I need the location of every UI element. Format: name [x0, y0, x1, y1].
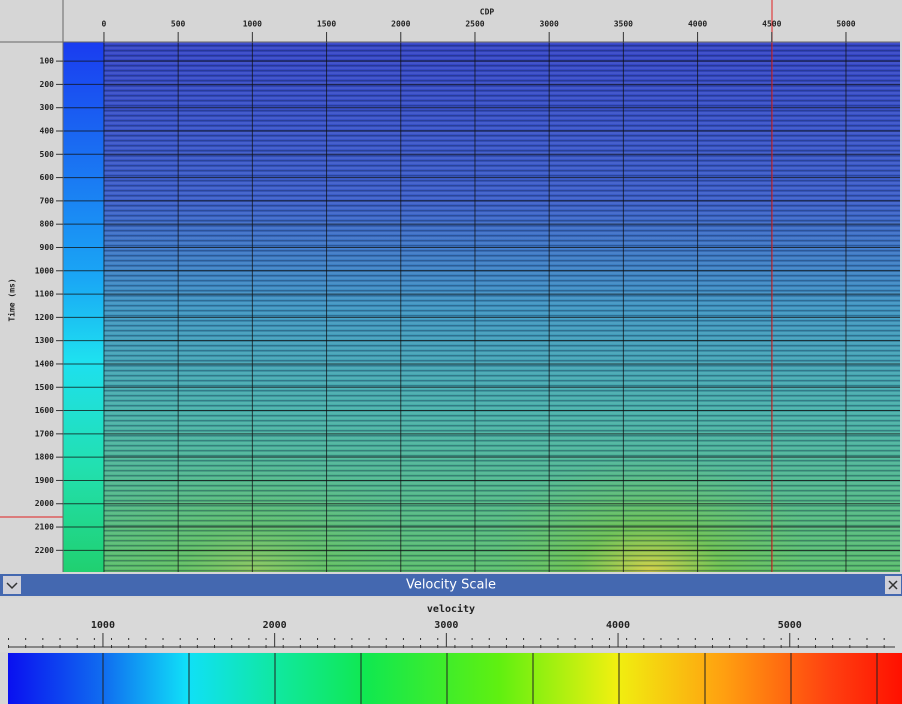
velocity-label: velocity — [427, 603, 475, 615]
x-tick-label: 1000 — [243, 20, 262, 29]
x-tick-label: 500 — [171, 20, 186, 29]
y-tick-label: 1000 — [35, 266, 54, 275]
panel-title: Velocity Scale — [406, 578, 496, 593]
y-tick-label: 100 — [40, 57, 55, 66]
color-bar — [8, 653, 902, 704]
x-tick-label: 0 — [102, 20, 107, 29]
velocity-tick-label: 3000 — [434, 620, 458, 631]
velocity-tick-label: 1000 — [91, 620, 115, 631]
y-tick-label: 2200 — [35, 546, 54, 555]
y-tick-label: 1500 — [35, 383, 54, 392]
y-tick-label: 800 — [40, 220, 55, 229]
x-tick-label: 3500 — [614, 20, 633, 29]
y-tick-label: 1100 — [35, 290, 54, 299]
y-tick-label: 1200 — [35, 313, 54, 322]
x-axis-label: CDP — [480, 8, 495, 17]
velocity-tick-label: 2000 — [263, 620, 287, 631]
y-tick-label: 1800 — [35, 453, 54, 462]
velocity-tick-label: 5000 — [778, 620, 802, 631]
x-tick-label: 4000 — [688, 20, 707, 29]
y-tick-label: 1400 — [35, 359, 54, 368]
x-tick-label: 1500 — [317, 20, 336, 29]
y-tick-label: 700 — [40, 196, 55, 205]
y-tick-label: 1600 — [35, 406, 54, 415]
velocity-tick-label: 4000 — [606, 620, 630, 631]
x-tick-label: 3000 — [540, 20, 559, 29]
y-tick-label: 1300 — [35, 336, 54, 345]
y-axis-label: Time (ms) — [7, 278, 17, 321]
x-tick-label: 2000 — [391, 20, 410, 29]
y-tick-label: 2000 — [35, 499, 54, 508]
y-tick-label: 1900 — [35, 476, 54, 485]
y-tick-label: 2100 — [35, 523, 54, 532]
collapse-button[interactable] — [3, 576, 21, 594]
x-tick-label: 5000 — [836, 20, 855, 29]
y-tick-label: 300 — [40, 103, 55, 112]
y-tick-label: 200 — [40, 80, 55, 89]
y-tick-label: 600 — [40, 173, 55, 182]
section-image — [63, 42, 900, 572]
y-tick-label: 1700 — [35, 429, 54, 438]
screen: CDP Time (ms) Velocity Scale velocity 0 5… — [0, 0, 902, 704]
y-tick-label: 500 — [40, 150, 55, 159]
y-tick-label: 900 — [40, 243, 55, 252]
x-tick-label: 2500 — [465, 20, 484, 29]
y-tick-label: 400 — [40, 126, 55, 135]
x-tick-label: 4500 — [762, 20, 781, 29]
